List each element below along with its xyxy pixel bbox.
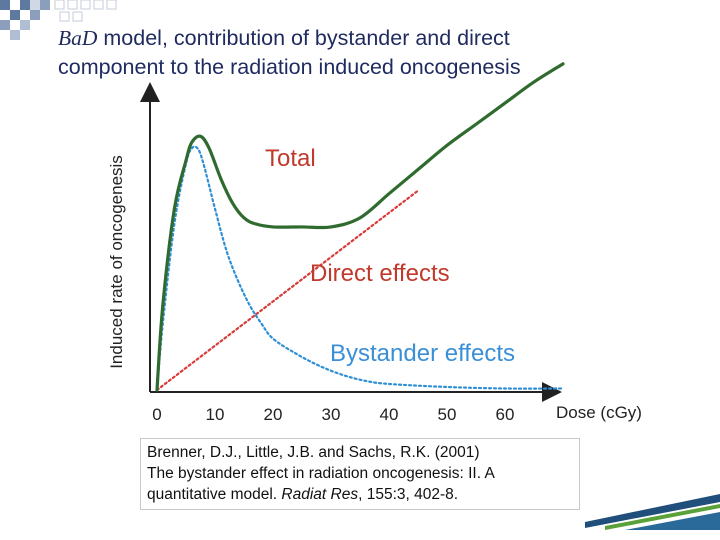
title-model-name: BaD: [58, 26, 98, 50]
citation-box: Brenner, D.J., Little, J.B. and Sachs, R…: [140, 438, 580, 510]
x-axis-label: Dose (cGy): [556, 403, 642, 422]
series-line-bystander-effects: [155, 145, 565, 392]
annotation-direct-effects: Direct effects: [310, 260, 450, 287]
slide-title: BaD model, contribution of bystander and…: [58, 24, 658, 82]
corner-decoration: [0, 0, 117, 40]
footer-stripe-decoration: [585, 494, 720, 530]
x-tick-label-60: 60: [496, 405, 515, 424]
title-line2: component to the radiation induced oncog…: [58, 55, 521, 79]
x-tick-label-10: 10: [206, 405, 225, 424]
title-line1-rest: model, contribution of bystander and dir…: [97, 26, 510, 50]
x-tick-label-20: 20: [264, 405, 283, 424]
citation-line-3: quantitative model. Radiat Res, 155:3, 4…: [147, 486, 459, 503]
y-axis-label: Induced rate of oncogenesis: [107, 155, 126, 369]
series-line-total: [155, 62, 565, 392]
citation-journal: Radiat Res: [281, 486, 359, 503]
citation-line-2: The bystander effect in radiation oncoge…: [147, 465, 495, 482]
x-tick-label-50: 50: [438, 405, 457, 424]
x-tick-label-30: 30: [322, 405, 341, 424]
citation-line-1: Brenner, D.J., Little, J.B. and Sachs, R…: [147, 444, 480, 461]
annotation-bystander-effects: Bystander effects: [330, 340, 515, 367]
annotation-total: Total: [265, 145, 316, 172]
series-line-direct-effects: [155, 189, 420, 392]
x-tick-label-0: 0: [152, 405, 161, 424]
x-tick-label-40: 40: [380, 405, 399, 424]
